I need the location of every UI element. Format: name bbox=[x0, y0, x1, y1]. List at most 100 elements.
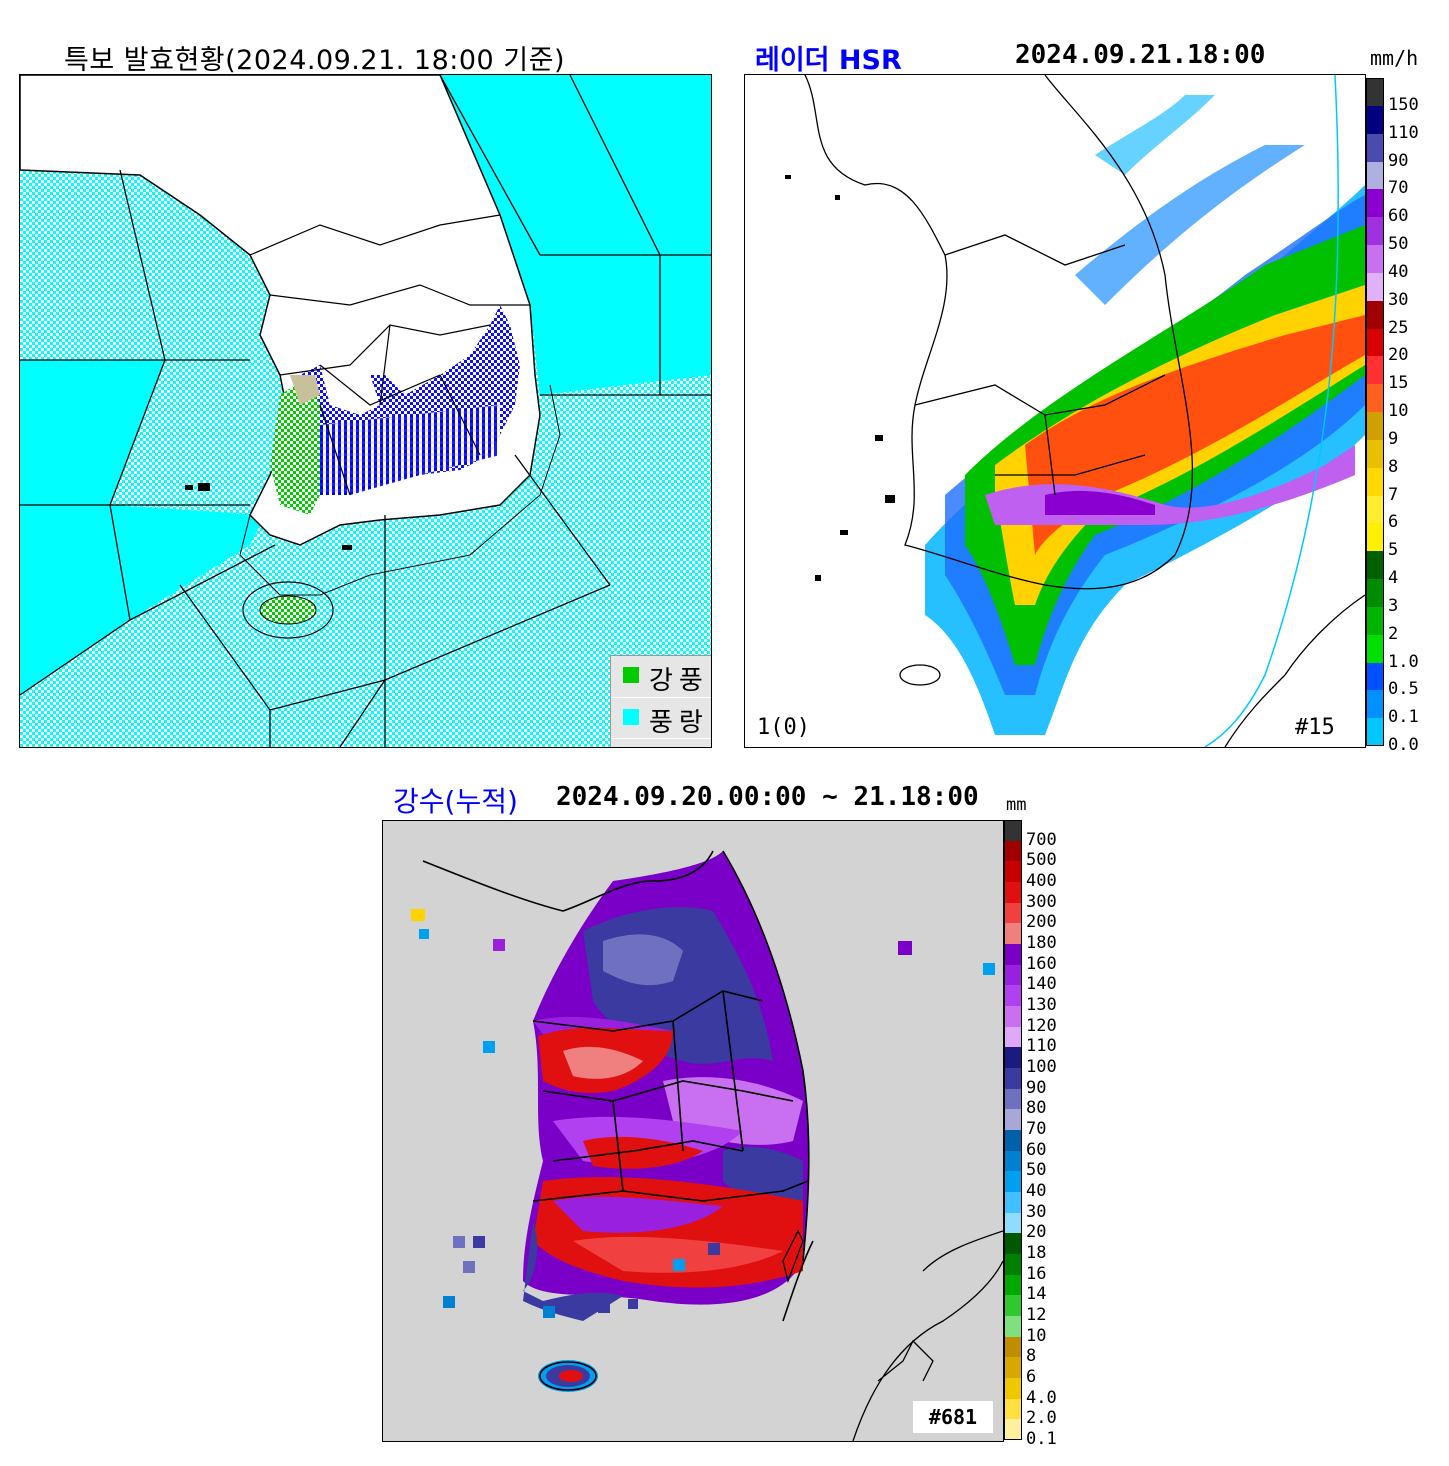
radar-scale-swatch bbox=[1366, 384, 1384, 413]
radar-scale-swatch bbox=[1366, 272, 1384, 302]
accum-corner-right: #681 bbox=[913, 1401, 993, 1433]
accum-scale-swatch bbox=[1004, 1006, 1022, 1028]
radar-scale-swatch bbox=[1366, 606, 1384, 636]
radar-unit: mm/h bbox=[1370, 46, 1419, 70]
legend-item-high-waves: 풍랑 bbox=[611, 697, 711, 738]
radar-scale-label: 5 bbox=[1388, 540, 1399, 561]
radar-scale-swatch bbox=[1366, 217, 1384, 246]
accum-scale-swatch bbox=[1004, 1171, 1022, 1193]
radar-map: 1(0) #15 bbox=[744, 74, 1366, 748]
radar-scale-swatch bbox=[1366, 78, 1384, 107]
accum-scale-swatch bbox=[1004, 944, 1022, 966]
accum-scale-swatch bbox=[1004, 1192, 1022, 1214]
accum-title: 강수(누적) bbox=[393, 785, 518, 818]
accum-scale-label: 0.1 bbox=[1026, 1429, 1057, 1449]
radar-scale-label: 40 bbox=[1388, 261, 1409, 282]
accum-scale-label: 130 bbox=[1026, 995, 1057, 1015]
accum-scale-label: 12 bbox=[1026, 1305, 1047, 1325]
accum-map: #681 bbox=[382, 820, 1004, 1442]
accum-scale-swatch bbox=[1004, 1088, 1022, 1110]
radar-corner-right: #15 bbox=[1295, 715, 1335, 740]
accum-scale-label: 100 bbox=[1026, 1057, 1057, 1077]
radar-scale-label: 25 bbox=[1388, 317, 1409, 338]
radar-scale-swatch bbox=[1366, 133, 1384, 162]
accum-scale-label: 160 bbox=[1026, 953, 1057, 974]
accum-scale-label: 8 bbox=[1026, 1346, 1037, 1367]
warning-legend: 강풍 풍랑 호우 해일 bbox=[610, 655, 711, 747]
accum-scale-swatch bbox=[1004, 1150, 1022, 1172]
accum-scale-label: 50 bbox=[1026, 1160, 1047, 1181]
legend-item-heavy-rain: 호우 bbox=[611, 738, 711, 747]
radar-title: 레이더 HSR bbox=[755, 45, 902, 76]
accum-scale-label: 300 bbox=[1026, 891, 1057, 912]
accum-scale-swatch bbox=[1004, 1419, 1022, 1441]
radar-scale-label: 20 bbox=[1388, 345, 1409, 366]
radar-scale-swatch bbox=[1366, 495, 1384, 524]
accum-scale-swatch bbox=[1004, 1026, 1022, 1048]
radar-scale-swatch bbox=[1366, 245, 1384, 274]
radar-scale-label: 15 bbox=[1388, 373, 1409, 394]
radar-scale-swatch bbox=[1366, 300, 1384, 329]
accum-scale-swatch bbox=[1004, 1068, 1022, 1090]
accum-scale-label: 70 bbox=[1026, 1119, 1047, 1139]
radar-scale-swatch bbox=[1366, 579, 1384, 608]
accum-scale-label: 400 bbox=[1026, 871, 1057, 891]
accum-scale-swatch bbox=[1004, 882, 1022, 904]
radar-scale-swatch bbox=[1366, 551, 1384, 580]
accum-scale-label: 6 bbox=[1026, 1367, 1037, 1387]
radar-scale-swatch bbox=[1366, 356, 1384, 385]
accum-scale-swatch bbox=[1004, 1357, 1022, 1379]
accum-period: 2024.09.20.00:00 ~ 21.18:00 bbox=[556, 782, 979, 812]
accum-scale-swatch bbox=[1004, 1212, 1022, 1234]
accum-scale-label: 500 bbox=[1026, 850, 1057, 871]
radar-scale-swatch bbox=[1366, 523, 1384, 552]
accum-scale-swatch bbox=[1004, 1047, 1022, 1069]
warning-map-title: 특보 발효현황(2024.09.21. 18:00 기준) bbox=[64, 45, 566, 76]
accum-scale-swatch bbox=[1004, 1295, 1022, 1317]
radar-scale-label: 8 bbox=[1388, 456, 1399, 477]
radar-scale-label: 1.0 bbox=[1388, 651, 1419, 672]
accum-scale-swatch bbox=[1004, 1109, 1022, 1131]
radar-scale-swatch bbox=[1366, 161, 1384, 190]
radar-scale-label: 0.1 bbox=[1388, 707, 1419, 728]
accum-scale-swatch bbox=[1004, 985, 1022, 1007]
accum-map-canvas bbox=[411, 850, 1003, 1441]
accum-scale-label: 90 bbox=[1026, 1077, 1047, 1098]
radar-scale-label: 150 bbox=[1388, 94, 1419, 115]
accum-scale-swatch bbox=[1004, 1316, 1022, 1338]
radar-scale-label: 50 bbox=[1388, 234, 1409, 254]
accum-scale-swatch bbox=[1004, 840, 1022, 862]
accum-scale-label: 110 bbox=[1026, 1036, 1057, 1057]
accum-scale-swatch bbox=[1004, 1378, 1022, 1400]
accum-scale-label: 18 bbox=[1026, 1243, 1047, 1263]
accum-unit: mm bbox=[1006, 795, 1027, 815]
east-sea-solid bbox=[440, 75, 711, 395]
legend-item-strong-wind: 강풍 bbox=[611, 656, 711, 696]
warning-map: 강풍 풍랑 호우 해일 bbox=[19, 74, 712, 748]
sea-zone-solid bbox=[20, 360, 165, 505]
accum-scale-label: 60 bbox=[1026, 1139, 1047, 1160]
radar-scale-swatch bbox=[1366, 690, 1384, 719]
accum-scale-label: 700 bbox=[1026, 829, 1057, 850]
accum-scale-label: 16 bbox=[1026, 1263, 1047, 1284]
radar-timestamp: 2024.09.21.18:00 bbox=[1015, 40, 1266, 70]
jeju-island bbox=[259, 595, 317, 625]
storm-surge-area bbox=[290, 375, 320, 405]
accum-scale-swatch bbox=[1004, 1274, 1022, 1296]
accum-scale-label: 40 bbox=[1026, 1181, 1047, 1201]
radar-scale-label: 9 bbox=[1388, 428, 1399, 449]
radar-scale-swatch bbox=[1366, 662, 1384, 691]
accum-color-scale: 700 500 400 300 200 180 160 140 130 120 110 100 90 80… bbox=[1004, 820, 1084, 1448]
accum-scale-swatch bbox=[1004, 1398, 1022, 1420]
radar-scale-label: 3 bbox=[1388, 595, 1399, 616]
legend-label-heavy-rain: 호우 bbox=[649, 743, 709, 747]
radar-scale-label: 110 bbox=[1388, 122, 1419, 143]
radar-scale-label: 70 bbox=[1388, 178, 1409, 199]
accum-scale-swatch bbox=[1004, 1130, 1022, 1152]
radar-scale-swatch bbox=[1366, 189, 1384, 218]
accum-scale-swatch bbox=[1004, 1233, 1022, 1255]
radar-scale-label: 6 bbox=[1388, 512, 1399, 533]
legend-label-high-waves: 풍랑 bbox=[649, 708, 709, 738]
accum-scale-label: 14 bbox=[1026, 1284, 1047, 1305]
accum-scale-label: 140 bbox=[1026, 974, 1057, 995]
